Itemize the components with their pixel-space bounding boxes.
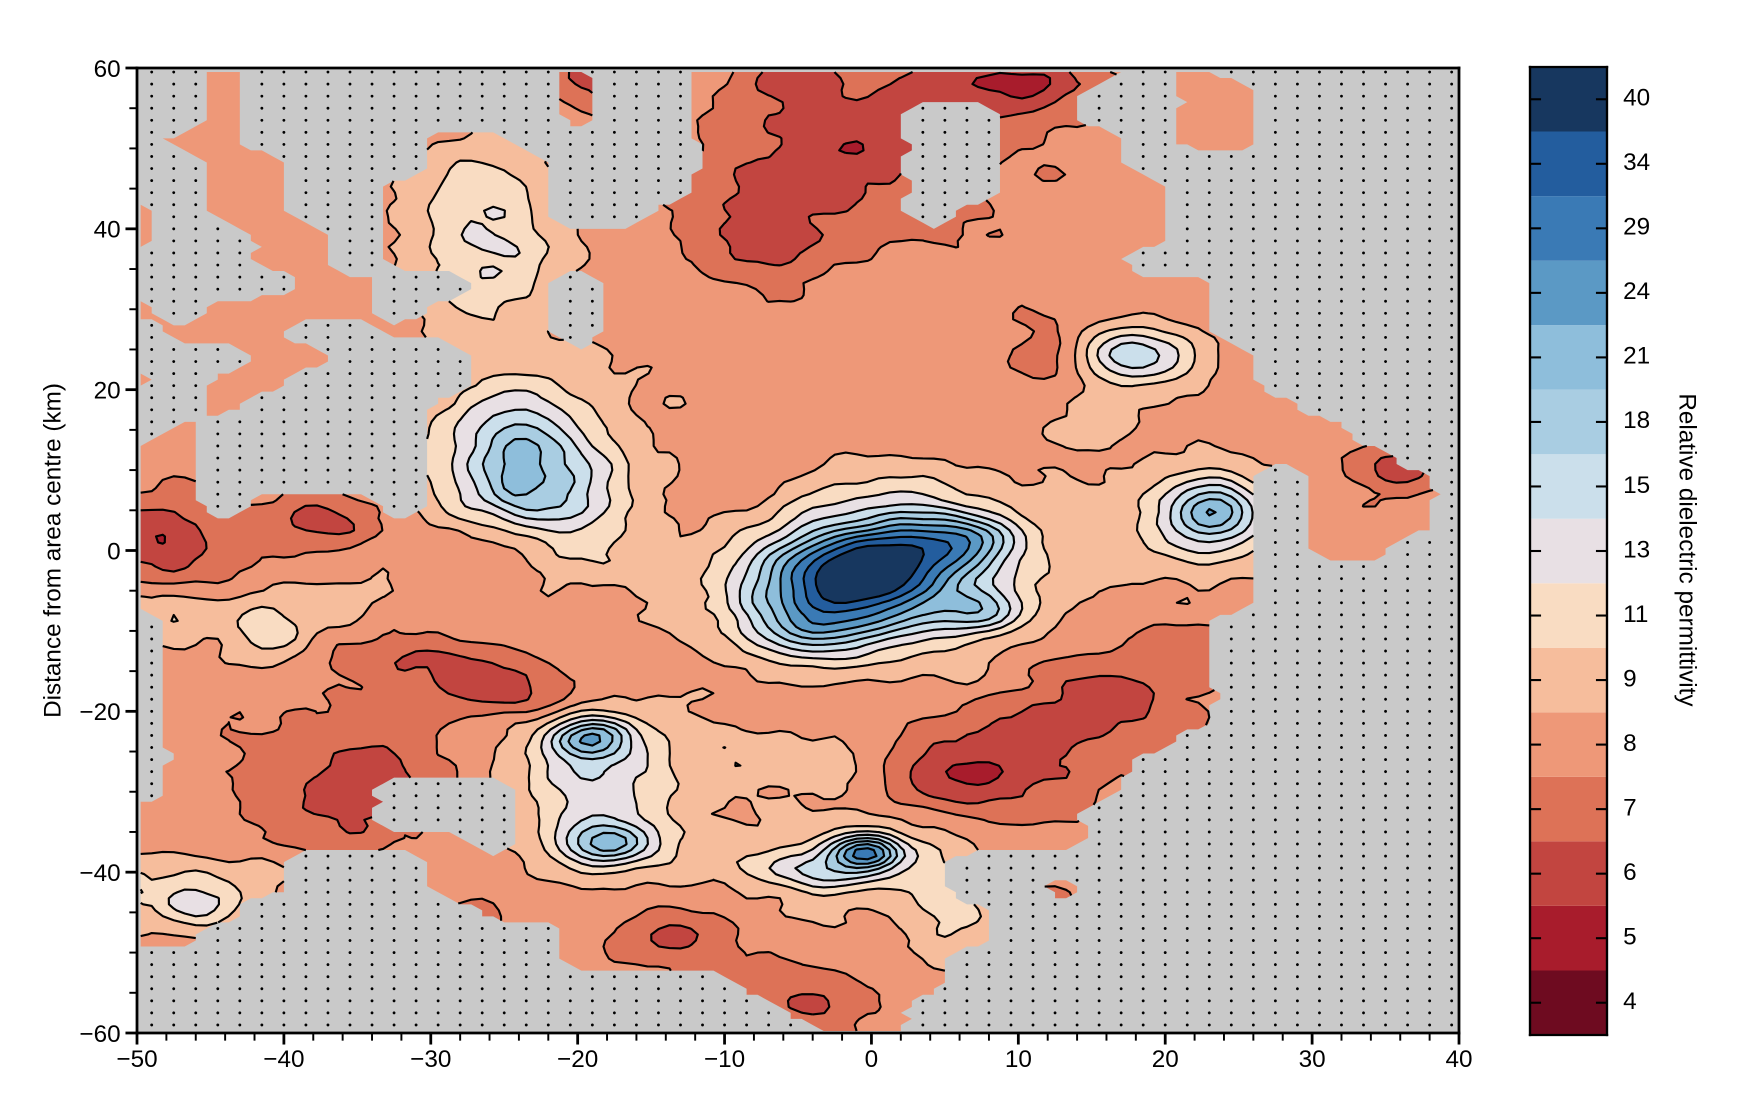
svg-text:5: 5 <box>1623 923 1637 950</box>
svg-text:20: 20 <box>1152 1046 1179 1073</box>
svg-text:29: 29 <box>1623 214 1650 241</box>
svg-text:−20: −20 <box>557 1046 598 1073</box>
svg-text:7: 7 <box>1623 794 1637 821</box>
svg-text:Relative dielectric permittivi: Relative dielectric permittivity <box>1674 393 1701 707</box>
svg-text:20: 20 <box>94 377 121 404</box>
svg-text:Distance from area centre (km): Distance from area centre (km) <box>39 383 66 718</box>
svg-text:−40: −40 <box>263 1046 304 1073</box>
svg-text:18: 18 <box>1623 407 1650 434</box>
svg-text:9: 9 <box>1623 665 1637 692</box>
svg-text:0: 0 <box>107 538 121 565</box>
svg-text:−20: −20 <box>79 699 120 726</box>
svg-text:−10: −10 <box>704 1046 745 1073</box>
svg-text:−40: −40 <box>79 860 120 887</box>
svg-text:15: 15 <box>1623 472 1650 499</box>
svg-text:34: 34 <box>1623 149 1650 176</box>
svg-text:13: 13 <box>1623 536 1650 563</box>
svg-text:11: 11 <box>1623 601 1648 628</box>
svg-text:21: 21 <box>1623 343 1650 370</box>
svg-text:8: 8 <box>1623 730 1637 757</box>
svg-text:10: 10 <box>1005 1046 1032 1073</box>
svg-text:40: 40 <box>94 217 121 244</box>
svg-text:30: 30 <box>1299 1046 1326 1073</box>
svg-text:40: 40 <box>1445 1046 1472 1073</box>
svg-text:−50: −50 <box>116 1046 157 1073</box>
svg-text:−60: −60 <box>79 1021 120 1048</box>
svg-text:24: 24 <box>1623 278 1650 305</box>
svg-text:60: 60 <box>94 56 121 83</box>
svg-text:40: 40 <box>1623 85 1650 112</box>
svg-text:−30: −30 <box>410 1046 451 1073</box>
svg-text:4: 4 <box>1623 988 1637 1015</box>
svg-text:0: 0 <box>865 1046 879 1073</box>
svg-text:6: 6 <box>1623 859 1637 886</box>
